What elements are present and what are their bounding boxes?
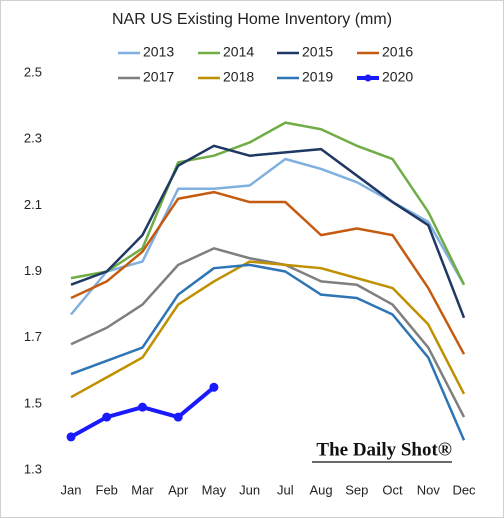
series-line — [70, 247, 466, 418]
series-line — [70, 144, 466, 319]
x-tick-label: Jul — [277, 482, 294, 497]
legend-label: 2013 — [143, 44, 174, 60]
legend-label: 2018 — [223, 69, 254, 85]
y-tick-label: 1.5 — [24, 395, 42, 410]
y-tick-label: 2.1 — [24, 197, 42, 212]
legend-label: 2017 — [143, 69, 174, 85]
y-tick-label: 1.3 — [24, 461, 42, 476]
legend-label: 2019 — [302, 69, 333, 85]
y-tick-label: 1.9 — [24, 263, 42, 278]
x-tick-label: Mar — [131, 482, 154, 497]
data-point — [173, 412, 183, 422]
x-tick-label: Jan — [61, 482, 82, 497]
data-point — [102, 412, 112, 422]
x-tick-label: Nov — [417, 482, 441, 497]
data-point — [209, 382, 219, 392]
series-line — [70, 260, 466, 399]
legend-marker — [364, 74, 372, 82]
legend-label: 2015 — [302, 44, 333, 60]
y-tick-label: 2.3 — [24, 131, 42, 146]
x-tick-label: Feb — [96, 482, 118, 497]
watermark: The Daily Shot® — [316, 439, 452, 460]
chart-title: NAR US Existing Home Inventory (mm) — [112, 11, 392, 28]
y-tick-label: 2.5 — [24, 64, 42, 79]
series-line — [70, 190, 466, 355]
x-tick-label: Jun — [239, 482, 260, 497]
data-point — [137, 402, 147, 412]
x-tick-label: Dec — [452, 482, 476, 497]
x-tick-label: Oct — [382, 482, 403, 497]
data-point — [66, 432, 76, 442]
series-line — [70, 263, 466, 441]
x-tick-label: Aug — [310, 482, 333, 497]
series-line — [70, 121, 466, 286]
x-tick-label: May — [202, 482, 227, 497]
y-tick-label: 1.7 — [24, 329, 42, 344]
legend-label: 2020 — [382, 69, 413, 85]
legend-label: 2016 — [382, 44, 413, 60]
legend-label: 2014 — [223, 44, 254, 60]
x-tick-label: Apr — [168, 482, 189, 497]
x-tick-label: Sep — [345, 482, 368, 497]
